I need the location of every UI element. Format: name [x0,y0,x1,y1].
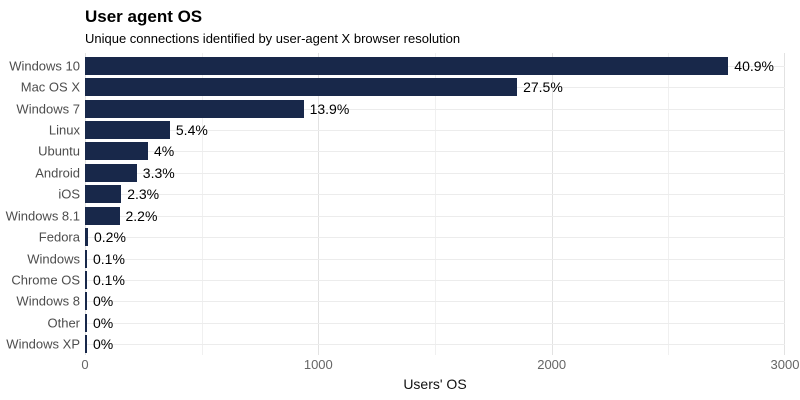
bar-value-label: 0.2% [94,229,126,246]
x-axis-title: Users' OS [403,376,467,392]
bar [85,228,88,247]
major-gridline [551,53,553,355]
bar [85,99,304,118]
bar-value-label: 2.2% [125,207,158,224]
y-axis-label: Windows 8.1 [5,208,80,224]
bar-value-label: 3.3% [142,164,175,181]
row-gridline [85,258,785,260]
x-axis-tick-label: 2000 [537,357,567,372]
y-axis-label: Windows [27,251,80,267]
row-gridline [85,194,785,196]
bar [85,249,87,268]
bar [85,78,518,97]
row-gridline [85,108,785,110]
bar-value-label: 4% [154,143,175,160]
bar [85,206,120,225]
x-axis-tick-label: 3000 [770,357,800,372]
row-gridline [85,344,785,346]
bar-value-label: 13.9% [309,100,350,117]
bar [85,335,87,354]
y-axis-labels: Windows 10 Mac OS X Windows 7 Linux Ubuntu An… [0,55,80,355]
bar [85,163,137,182]
y-axis-label: Mac OS X [20,79,80,95]
y-axis-label: Windows 7 [16,101,80,117]
row-gridline [85,280,785,281]
bar-value-label: 0% [93,314,114,331]
y-axis-label: Android [35,165,80,181]
bar [85,185,122,204]
bar-value-label: 0% [93,293,114,310]
bar-value-label: 27.5% [523,79,563,96]
y-axis-label: iOS [58,186,80,202]
bar [85,121,170,139]
major-gridline [85,53,86,355]
major-gridline [318,53,320,355]
row-gridline [85,237,785,239]
plot-area: 40.9% 27.5% 13.9% 5.4% 4% 3.3% 2.3% 2.2% 0.2% 0.1… [85,53,785,355]
minor-gridline [435,53,436,355]
y-axis-label: Chrome OS [11,272,80,288]
bar-value-label: 0% [93,336,114,353]
bar [85,142,148,161]
x-axis-tick-label: 0 [81,357,89,372]
bar [85,313,87,332]
x-axis-tick-label: 1000 [303,357,333,372]
major-gridline [784,53,785,355]
y-axis-label: Windows XP [6,336,80,352]
y-axis-label: Linux [48,122,80,138]
row-gridline [85,301,785,303]
y-axis-label: Windows 10 [9,58,80,74]
y-axis-label: Other [47,315,80,331]
chart-title: User agent OS [85,7,203,26]
y-axis-label: Windows 8 [16,293,80,309]
bar [85,292,87,311]
bar-value-label: 40.9% [734,57,774,74]
row-gridline [85,172,785,174]
row-gridline [85,215,785,217]
bar-value-label: 0.1% [93,250,125,267]
y-axis-label: Fedora [38,229,80,245]
minor-gridline [668,53,670,355]
y-axis-label: Ubuntu [38,143,80,159]
chart-subtitle: Unique connections identified by user-ag… [85,31,461,46]
row-gridline [85,130,785,131]
bar-value-label: 5.4% [175,122,208,138]
row-gridline [85,151,785,153]
bar-value-label: 0.1% [93,272,125,288]
minor-gridline [201,53,203,355]
bar-value-label: 2.3% [127,186,160,203]
row-gridline [85,322,785,324]
bar [85,56,729,75]
x-axis-ticks: 0 1000 2000 3000 [81,357,799,373]
bar [85,271,87,289]
